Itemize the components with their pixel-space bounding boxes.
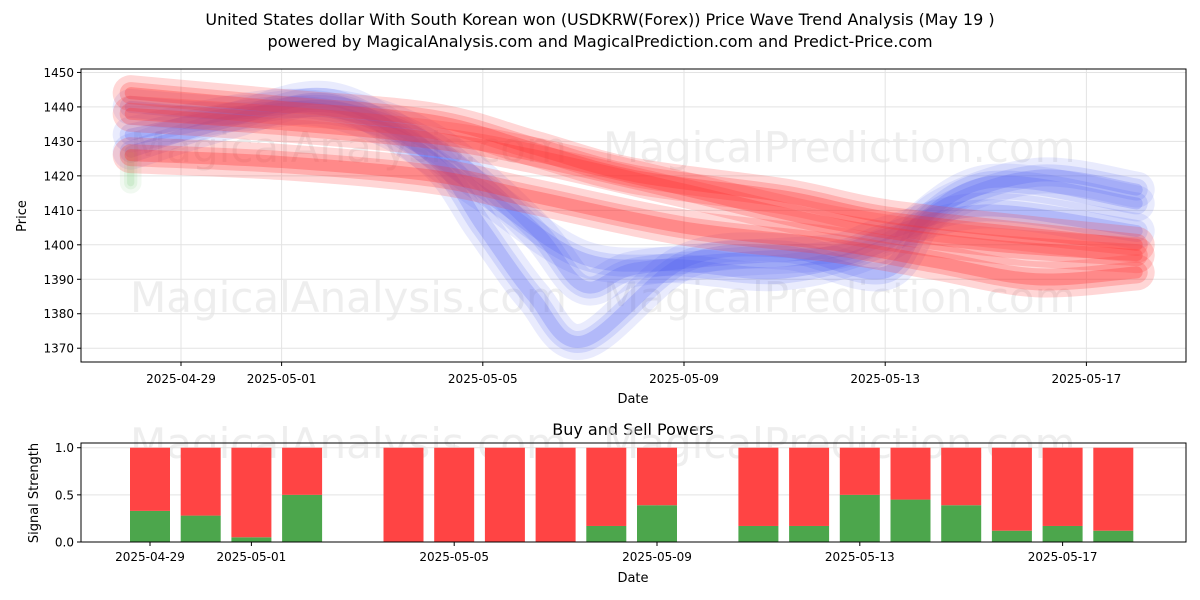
blue-wave-band (119, 94, 1148, 299)
sell-bar (586, 447, 627, 526)
price-x-tick-label: 2025-05-05 (448, 372, 518, 386)
blue-wave-band (112, 87, 1155, 306)
buy-bar (789, 525, 830, 542)
buy-bar (637, 505, 677, 542)
sell-bar (789, 447, 830, 526)
price-axes: 1370 1380 1390 1400 1410 1420 1430 1440 1450 2025… (43, 66, 1121, 386)
sell-bar (180, 447, 221, 516)
price-y-tick-label: 1370 (43, 342, 74, 356)
sell-bar (991, 447, 1032, 531)
powers-x-tick-label: 2025-05-01 (217, 550, 287, 564)
buy-bar (991, 530, 1032, 542)
blue-wave-band (119, 87, 1148, 353)
powers-plot-frame (80, 442, 1187, 543)
powers-axes: 0.0 0.5 1.0 2025-04-29 2025-05-01 2025-05-05 2… (55, 441, 1098, 564)
watermark-analysis-2: MagicalAnalysis.com (130, 273, 567, 322)
price-y-label: Price (15, 200, 30, 232)
powers-y-label: Signal Strength (27, 443, 42, 543)
sell-bar (1093, 447, 1134, 531)
powers-x-tick-label: 2025-05-17 (1028, 550, 1098, 564)
red-wave-band (112, 75, 1155, 263)
price-y-tick-label: 1440 (43, 100, 74, 114)
sell-bar (282, 447, 323, 495)
blue-wave-band (124, 100, 1143, 280)
watermark-prediction: MagicalPrediction.com (603, 123, 1076, 172)
sell-bar (434, 447, 475, 542)
powers-x-tick-label: 2025-04-29 (115, 550, 185, 564)
chart-title: United States dollar With South Korean w… (205, 10, 995, 29)
price-y-tick-label: 1410 (43, 204, 74, 218)
red-wave-band (112, 137, 1155, 298)
buy-bar (839, 494, 880, 542)
blue-wave-band (124, 99, 1143, 294)
buy-bar (738, 525, 779, 542)
sell-bar (941, 447, 982, 506)
price-y-tick-label: 1450 (43, 66, 74, 80)
buy-bar (130, 510, 170, 542)
red-wave-band (119, 82, 1148, 256)
sell-bar (1042, 447, 1083, 526)
price-grid (81, 69, 1186, 362)
sell-bar (383, 447, 424, 542)
sell-bar (738, 447, 779, 526)
watermark-prediction-2: MagicalPrediction.com (603, 273, 1076, 322)
sell-bar (231, 447, 272, 538)
sell-bar (839, 447, 880, 495)
chart-subtitle: powered by MagicalAnalysis.com and Magic… (267, 32, 933, 51)
red-wave-band (112, 95, 1155, 274)
sell-bar (484, 447, 525, 542)
red-wave-band (119, 144, 1148, 291)
price-waves (112, 75, 1155, 360)
blue-wave-band (119, 95, 1148, 285)
price-y-tick-label: 1420 (43, 169, 74, 183)
sell-bar (890, 447, 931, 500)
price-y-tick-label: 1400 (43, 238, 74, 252)
price-x-tick-label: 2025-05-13 (850, 372, 920, 386)
sell-bar (637, 447, 677, 506)
red-wave-band (124, 107, 1143, 262)
powers-bars (130, 447, 1134, 542)
blue-wave-band (112, 88, 1155, 292)
powers-title: Buy and Sell Powers (552, 420, 714, 439)
buy-bar (586, 525, 627, 542)
buy-bar (180, 515, 221, 542)
buy-bar (282, 494, 323, 542)
price-y-tick-label: 1390 (43, 273, 74, 287)
powers-y-tick-label: 0.0 (55, 536, 74, 550)
price-watermarks: MagicalAnalysis.com MagicalPrediction.co… (130, 123, 1076, 322)
powers-x-tick-label: 2025-05-13 (825, 550, 895, 564)
red-wave-band (124, 149, 1143, 286)
buy-bar (941, 505, 982, 542)
powers-y-tick-label: 0.5 (55, 488, 74, 502)
price-y-tick-label: 1430 (43, 135, 74, 149)
price-x-label: Date (617, 392, 648, 407)
powers-x-tick-label: 2025-05-05 (419, 550, 489, 564)
price-x-tick-label: 2025-05-17 (1052, 372, 1122, 386)
price-plot-frame (80, 68, 1187, 363)
buy-bar (231, 537, 272, 542)
red-wave-band (119, 102, 1148, 267)
buy-bar (890, 499, 931, 542)
blue-wave-band (112, 80, 1155, 360)
price-y-tick-label: 1380 (43, 307, 74, 321)
price-x-tick-label: 2025-04-29 (146, 372, 216, 386)
blue-wave-band (124, 92, 1143, 348)
price-x-tick-label: 2025-05-01 (247, 372, 317, 386)
powers-y-tick-label: 1.0 (55, 441, 74, 455)
price-x-tick-label: 2025-05-09 (649, 372, 719, 386)
powers-x-label: Date (617, 571, 648, 586)
red-wave-band (124, 87, 1143, 251)
buy-bar (1042, 525, 1083, 542)
powers-x-tick-label: 2025-05-09 (622, 550, 692, 564)
sell-bar (130, 447, 170, 511)
buy-bar (1093, 530, 1134, 542)
watermark-analysis: MagicalAnalysis.com (130, 123, 567, 172)
sell-bar (535, 447, 576, 542)
